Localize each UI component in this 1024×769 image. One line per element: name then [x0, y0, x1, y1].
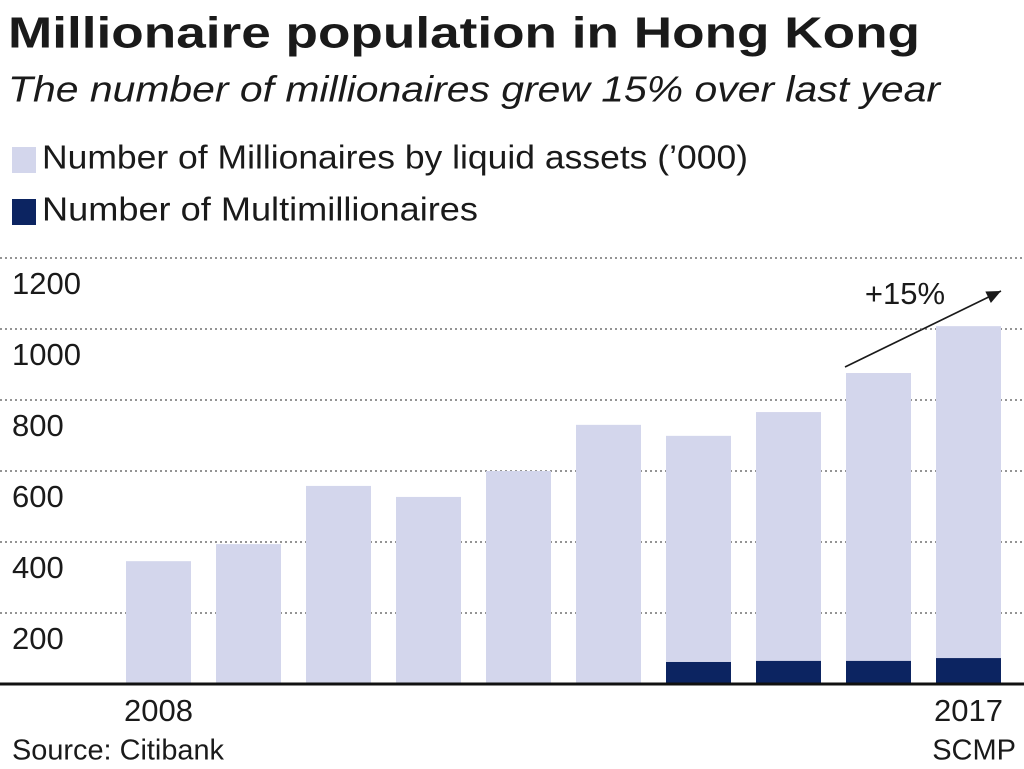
bar	[756, 660, 821, 684]
y-tick-label: 600	[12, 479, 64, 514]
y-tick-label: 1000	[12, 337, 81, 372]
bar	[576, 424, 641, 684]
bar	[846, 660, 911, 684]
bar	[666, 435, 731, 684]
y-tick-label: 200	[12, 621, 64, 656]
annotation: +15%	[865, 276, 945, 311]
bar	[216, 544, 281, 684]
bar	[306, 485, 371, 684]
y-tick-label: 400	[12, 550, 64, 585]
bar	[666, 661, 731, 684]
legend-label: Number of Multimillionaires	[42, 191, 478, 228]
bar	[936, 658, 1001, 684]
annotation-arrow	[844, 290, 1002, 368]
bar	[126, 561, 191, 684]
bar	[756, 412, 821, 684]
chart-subtitle: The number of millionaires grew 15% over…	[8, 69, 942, 110]
legend-swatch	[12, 147, 36, 173]
y-tick-label: 800	[12, 408, 64, 443]
y-tick-label: 1200	[12, 266, 81, 301]
chart-title: Millionaire population in Hong Kong	[8, 9, 920, 58]
legend-label: Number of Millionaires by liquid assets …	[42, 139, 748, 176]
bar	[936, 326, 1001, 684]
x-tick-label: 2017	[934, 693, 1003, 728]
credit: SCMP	[932, 735, 1016, 767]
bar	[486, 471, 551, 684]
legend-swatch	[12, 199, 36, 225]
bar	[846, 373, 911, 684]
bar	[396, 496, 461, 684]
source: Source: Citibank	[12, 735, 224, 767]
x-tick-label: 2008	[124, 693, 193, 728]
